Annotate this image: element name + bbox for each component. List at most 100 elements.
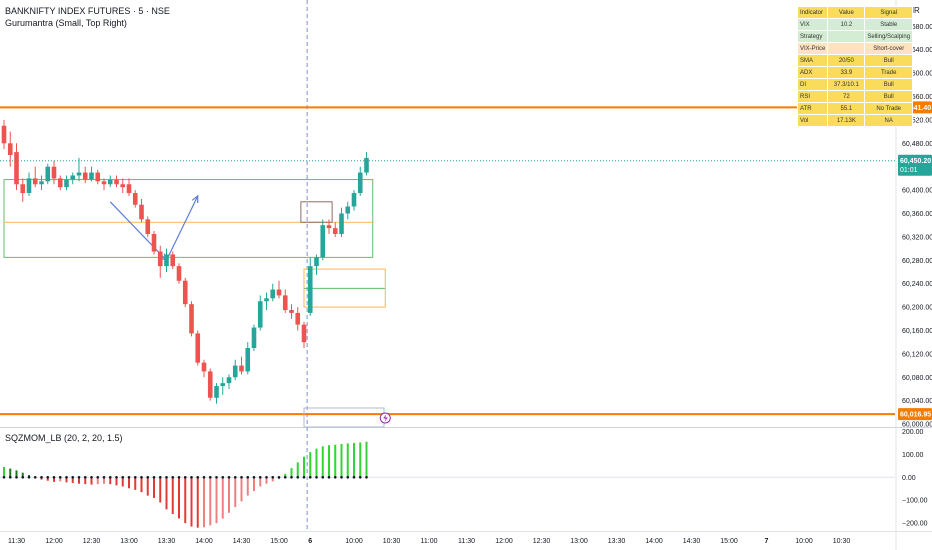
candle-body xyxy=(214,386,219,398)
momentum-tick-label: −100.00 xyxy=(902,498,928,505)
table-cell: Signal xyxy=(865,7,913,18)
squeeze-dot xyxy=(127,475,131,479)
squeeze-dot xyxy=(65,475,68,479)
momentum-tick-label: 100.00 xyxy=(902,452,924,459)
candle-body xyxy=(332,228,338,234)
squeeze-dot xyxy=(246,475,250,479)
candle-body xyxy=(189,304,194,334)
price-tick-label: 60,520.00 xyxy=(902,117,932,124)
table-cell: VIX-Price xyxy=(798,43,828,54)
table-cell: NA xyxy=(865,115,913,126)
squeeze-dot xyxy=(233,475,237,479)
table-cell: DI xyxy=(798,79,828,90)
table-cell: 33.9 xyxy=(828,67,865,78)
table-cell: RSI xyxy=(798,91,828,102)
candle-body xyxy=(257,301,263,328)
candle-body xyxy=(157,251,163,267)
candle-body xyxy=(232,365,238,378)
table-cell: 72 xyxy=(828,91,865,102)
time-tick-label: 14:30 xyxy=(683,538,701,545)
event-box xyxy=(303,407,385,428)
price-tick-label: 60,280.00 xyxy=(902,258,932,265)
table-row: ATR 55.1 No Trade xyxy=(798,103,913,114)
candle-body xyxy=(314,257,319,267)
time-tick-label: 12:30 xyxy=(533,538,551,545)
table-cell: Vol xyxy=(798,115,828,126)
price-tick-label: 60,120.00 xyxy=(902,351,932,358)
time-tick-label: 15:00 xyxy=(270,538,288,545)
table-row: Vol 17.13K NA xyxy=(798,115,913,126)
candle-body xyxy=(320,225,326,258)
candle-body xyxy=(251,327,257,349)
squeeze-dot xyxy=(102,475,106,479)
price-tick-label: 60,600.00 xyxy=(902,71,932,78)
table-cell xyxy=(828,43,865,54)
candle-body xyxy=(151,233,157,252)
price-tick-label: 60,360.00 xyxy=(902,211,932,218)
time-tick-label: 11:30 xyxy=(8,538,25,545)
momentum-tick-label: 200.00 xyxy=(902,429,924,436)
time-tick-label: 12:30 xyxy=(83,538,101,545)
table-row: VIX-Price Short-cover xyxy=(798,43,913,54)
zone-box xyxy=(300,201,333,223)
price-level-label: 60,541.40 xyxy=(900,105,931,112)
candle-body xyxy=(95,172,101,182)
table-cell: ADX xyxy=(798,67,828,78)
squeeze-dot xyxy=(2,475,6,479)
candle-body xyxy=(357,172,363,194)
squeeze-dot xyxy=(252,475,256,479)
price-tick-label: 60,000.00 xyxy=(902,422,932,429)
candle-body xyxy=(1,125,7,144)
squeeze-dot xyxy=(33,475,37,479)
table-cell: Short-cover xyxy=(865,43,913,54)
price-tick-label: 60,400.00 xyxy=(902,188,932,195)
candle-body xyxy=(57,178,63,188)
squeeze-dot xyxy=(271,475,275,479)
squeeze-dot xyxy=(15,475,18,479)
squeeze-dot xyxy=(77,475,81,479)
momentum-tick-label: 0.00 xyxy=(902,475,916,482)
squeeze-dot xyxy=(308,475,312,479)
time-tick-label: 14:30 xyxy=(233,538,251,545)
time-tick-label: 15:00 xyxy=(720,538,738,545)
squeeze-dot xyxy=(8,475,12,479)
candle-body xyxy=(164,254,169,267)
price-tick-label: 60,160.00 xyxy=(902,328,932,335)
table-cell: Indicator xyxy=(798,7,828,18)
squeeze-dot xyxy=(165,475,168,479)
candle-body xyxy=(301,324,307,343)
lightning-icon xyxy=(383,414,388,422)
table-cell: 20/50 xyxy=(828,55,865,66)
squeeze-dot xyxy=(327,475,331,479)
candle-body xyxy=(270,289,276,299)
squeeze-dot xyxy=(83,475,87,479)
squeeze-dot xyxy=(277,475,281,479)
candle-body xyxy=(364,157,369,173)
candle-body xyxy=(7,143,13,156)
table-row: VIX 10.2 Stable xyxy=(798,19,913,30)
squeeze-dot xyxy=(52,475,56,479)
candle-body xyxy=(89,172,94,180)
candle-body xyxy=(276,289,282,296)
candle-body xyxy=(245,348,251,372)
time-tick-label: 13:30 xyxy=(608,538,626,545)
squeeze-dot xyxy=(283,475,287,479)
squeeze-dot xyxy=(152,475,156,479)
squeeze-dot xyxy=(352,475,356,479)
candle-body xyxy=(201,362,207,372)
squeeze-dot xyxy=(71,475,75,479)
candle-body xyxy=(307,266,313,313)
time-tick-label: 10:00 xyxy=(345,538,363,545)
squeeze-dot xyxy=(333,475,337,479)
candle-body xyxy=(226,377,232,384)
candle-body xyxy=(195,333,201,363)
table-cell: VIX xyxy=(798,19,828,30)
trend-arrow-line xyxy=(165,195,199,261)
table-cell: Trade xyxy=(865,67,913,78)
squeeze-dot xyxy=(96,475,100,479)
time-tick-label: 14:00 xyxy=(195,538,213,545)
squeeze-dot xyxy=(190,475,193,479)
table-cell: 10.2 xyxy=(828,19,865,30)
candle-body xyxy=(264,298,269,302)
